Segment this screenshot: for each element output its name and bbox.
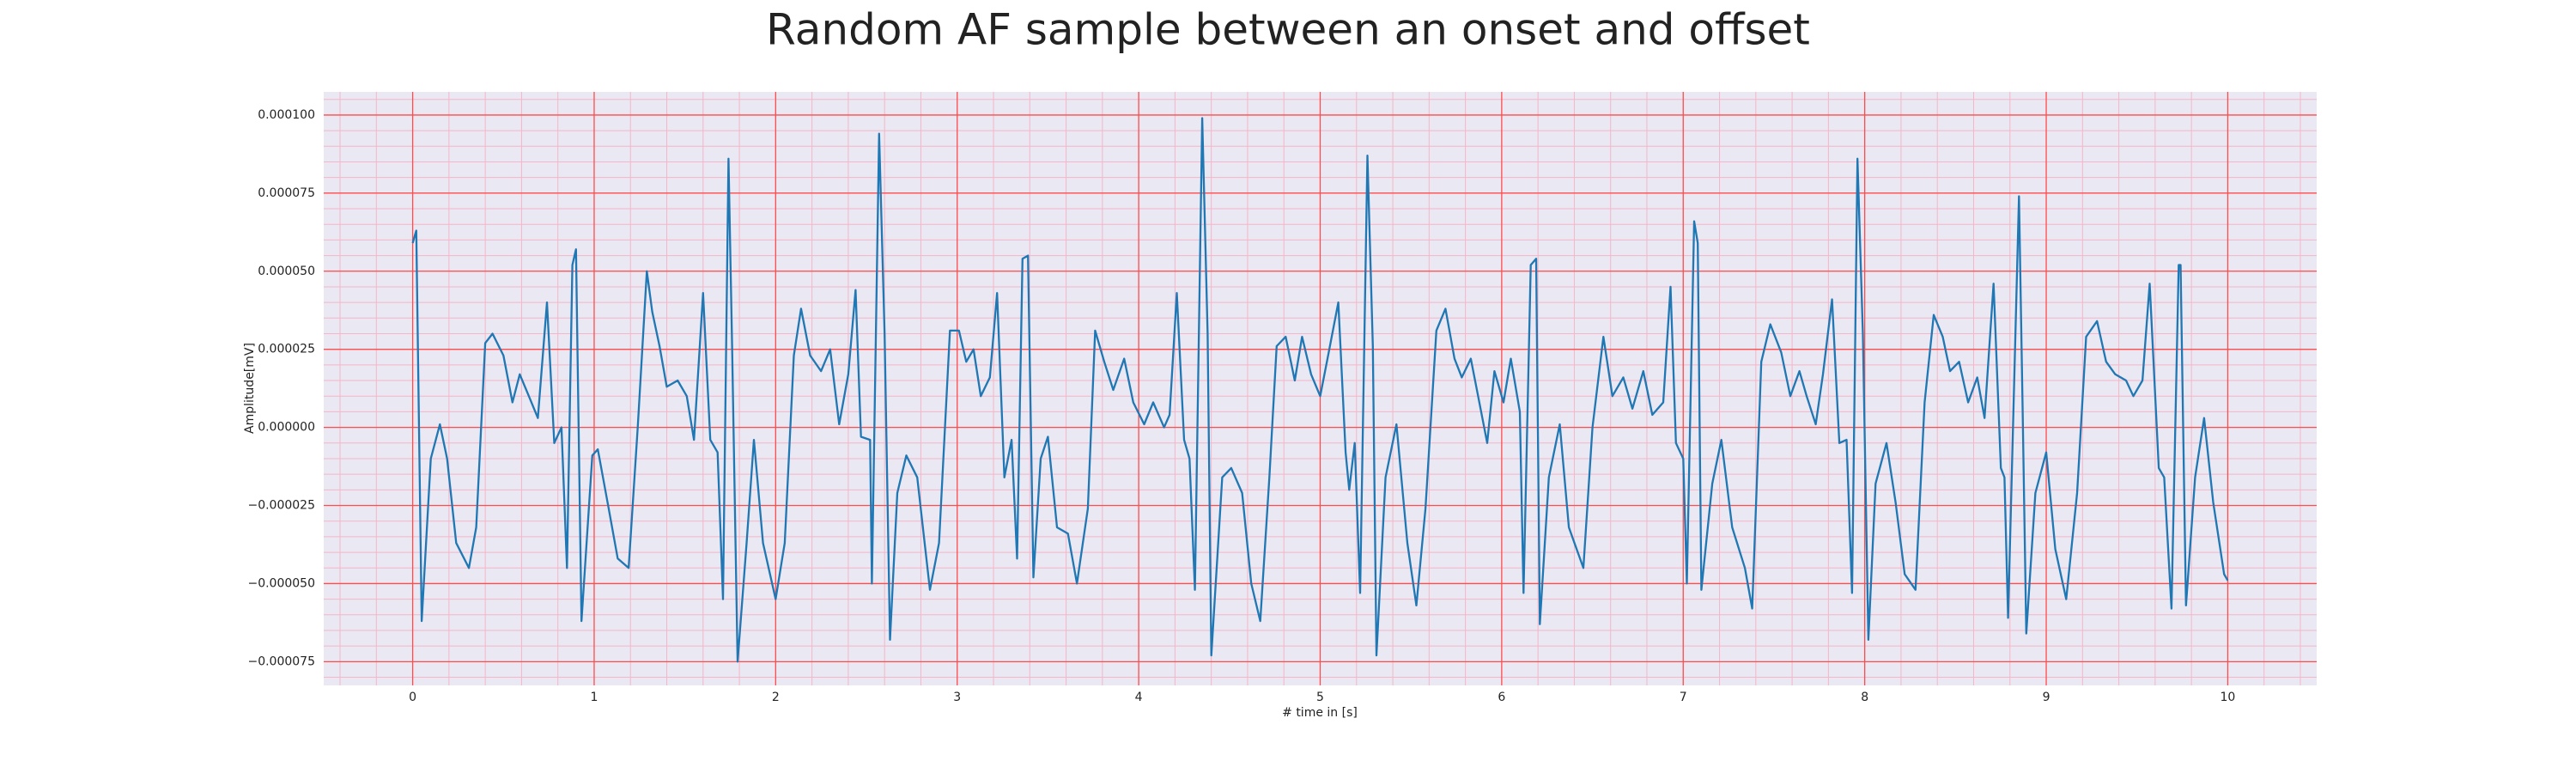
x-tick-label: 9: [2043, 691, 2050, 704]
x-tick-label: 6: [1498, 691, 1505, 704]
y-tick-label: 0.000025: [258, 343, 315, 356]
x-tick-label: 2: [772, 691, 780, 704]
y-tick-label: 0.000050: [258, 265, 315, 278]
x-tick-label: 10: [2221, 691, 2236, 704]
y-tick-label: −0.000075: [247, 654, 315, 668]
y-tick-label: 0.000100: [258, 108, 315, 122]
x-tick-label: 7: [1680, 691, 1687, 704]
x-tick-label: 5: [1316, 691, 1324, 704]
signal-line: [411, 117, 2229, 663]
y-axis-label: Amplitude[mV]: [243, 343, 257, 434]
chart-title: Random AF sample between an onset and of…: [766, 5, 1810, 55]
x-axis-label: # time in [s]: [1282, 706, 1358, 720]
x-tick-label: 1: [591, 691, 598, 704]
y-tick-label: −0.000050: [247, 576, 315, 590]
y-tick-label: 0.000000: [258, 421, 315, 435]
y-tick-label: 0.000075: [258, 186, 315, 200]
x-tick-label: 8: [1861, 691, 1868, 704]
y-tick-label: −0.000025: [247, 499, 315, 513]
x-tick-label: 3: [953, 691, 961, 704]
x-tick-label: 0: [409, 691, 416, 704]
x-tick-label: 4: [1135, 691, 1143, 704]
